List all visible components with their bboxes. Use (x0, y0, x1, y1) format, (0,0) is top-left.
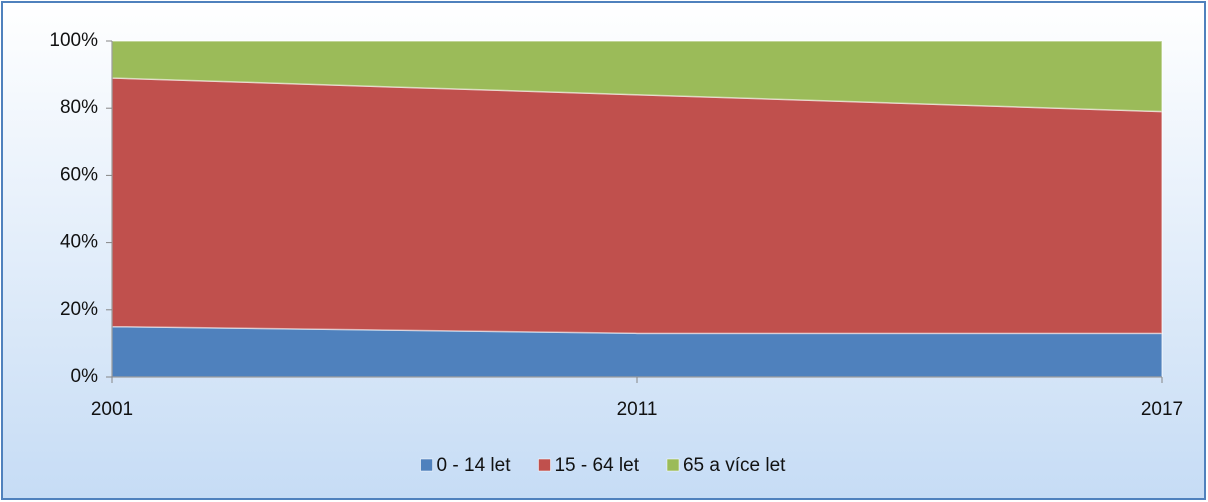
legend-swatch (420, 458, 433, 472)
x-tick-label: 2011 (617, 399, 658, 420)
area (111, 325, 1163, 378)
legend-label: 65 a více let (683, 455, 786, 476)
y-tick-label: 20% (60, 299, 98, 320)
legend-swatch (666, 458, 680, 472)
x-tick-label: 2001 (91, 399, 133, 420)
y-tick-label: 0% (71, 366, 99, 387)
y-tick-label: 60% (60, 164, 98, 185)
legend-label: 0 - 14 let (437, 455, 512, 476)
y-tick-label: 100% (49, 30, 98, 51)
y-tick-label: 40% (60, 232, 98, 253)
legend-swatch (538, 458, 551, 472)
x-tick-label: 2017 (1141, 399, 1183, 420)
legend-label: 15 - 64 let (554, 455, 639, 476)
y-tick-label: 80% (60, 97, 98, 118)
area (111, 77, 1163, 335)
